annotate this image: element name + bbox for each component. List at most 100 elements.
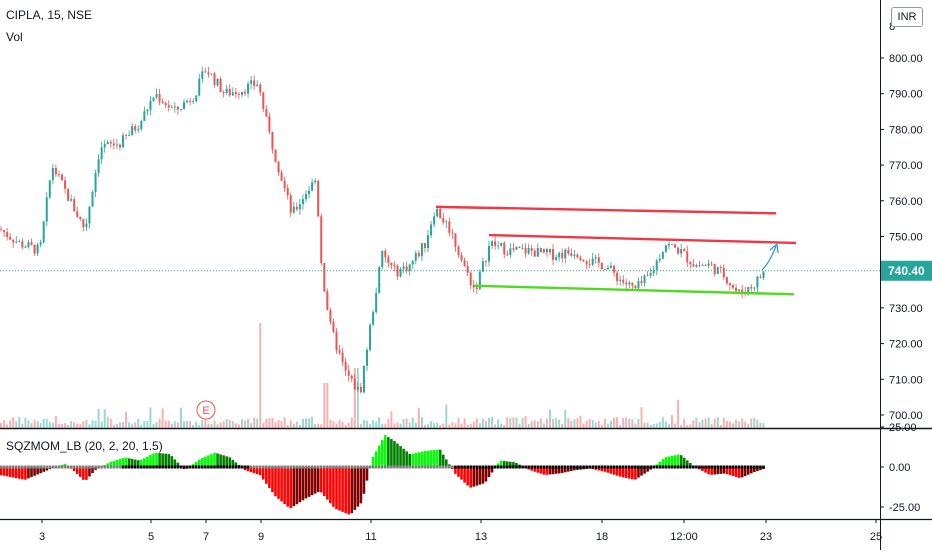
squeeze-dot bbox=[326, 465, 329, 469]
candle-body bbox=[366, 349, 368, 366]
momentum-bar bbox=[405, 451, 408, 467]
volume-bar bbox=[231, 421, 234, 428]
squeeze-dot bbox=[332, 465, 335, 469]
momentum-bar bbox=[734, 467, 738, 477]
squeeze-dot bbox=[506, 465, 509, 469]
volume-bar bbox=[497, 419, 500, 428]
price-tick-label: 700.00 bbox=[889, 410, 923, 422]
volume-bar bbox=[539, 418, 542, 428]
volume-bar bbox=[564, 409, 567, 428]
volume-bar bbox=[42, 418, 45, 428]
volume-bar bbox=[335, 423, 338, 428]
squeeze-dot bbox=[109, 465, 113, 469]
volume-bar bbox=[286, 424, 289, 428]
price-tick-label: 780.00 bbox=[889, 124, 923, 136]
volume-bar bbox=[0, 423, 2, 428]
candle-body bbox=[759, 276, 762, 278]
squeeze-dot bbox=[448, 465, 451, 469]
volume-bar bbox=[555, 417, 558, 428]
candle-body bbox=[600, 262, 603, 270]
candle-body bbox=[24, 247, 27, 249]
candle-body bbox=[106, 142, 109, 145]
volume-bar bbox=[475, 418, 478, 428]
momentum-bar bbox=[21, 467, 24, 480]
squeeze-dot bbox=[676, 465, 680, 469]
squeeze-dot bbox=[624, 465, 628, 469]
squeeze-dot bbox=[481, 465, 485, 469]
candle-body bbox=[289, 195, 292, 213]
time-tick-label: 5 bbox=[148, 531, 154, 543]
currency-badge[interactable]: INR bbox=[891, 7, 923, 27]
candle-body bbox=[216, 78, 219, 85]
price-tick-label: 800.00 bbox=[889, 53, 923, 65]
momentum-bar bbox=[271, 467, 274, 493]
volume-bar bbox=[356, 368, 359, 428]
squeeze-dot bbox=[466, 465, 469, 469]
candle-body bbox=[576, 254, 579, 258]
volume-bar bbox=[207, 423, 210, 428]
momentum-bar bbox=[713, 467, 716, 475]
candle-body bbox=[326, 291, 329, 310]
candle-body bbox=[472, 284, 475, 288]
squeeze-dot bbox=[371, 465, 375, 469]
candle-body bbox=[390, 262, 393, 266]
squeeze-dot bbox=[689, 465, 692, 469]
candle-body bbox=[320, 216, 323, 264]
squeeze-dot bbox=[728, 465, 732, 469]
candle-body bbox=[603, 269, 606, 270]
volume-bar bbox=[85, 419, 88, 428]
momentum-bar bbox=[445, 459, 448, 467]
time-tick-label: 3 bbox=[39, 531, 45, 543]
momentum-bar bbox=[426, 450, 430, 467]
volume-bar bbox=[625, 417, 628, 428]
squeeze-dot bbox=[286, 465, 289, 469]
candle-body bbox=[256, 84, 259, 86]
volume-bar bbox=[222, 421, 225, 428]
volume-bar bbox=[262, 423, 265, 428]
earnings-marker bbox=[196, 400, 216, 420]
squeeze-dot bbox=[606, 465, 610, 469]
volume-bar bbox=[692, 420, 695, 428]
candle-body bbox=[198, 78, 201, 96]
squeeze-dot bbox=[496, 465, 500, 469]
volume-bar bbox=[186, 420, 189, 428]
candle-body bbox=[622, 279, 625, 283]
squeeze-dot bbox=[734, 465, 738, 469]
volume-bar bbox=[442, 423, 445, 428]
squeeze-dot bbox=[36, 465, 39, 469]
squeeze-dot bbox=[280, 465, 283, 469]
time-tick-label: 13 bbox=[475, 531, 487, 543]
volume-bar bbox=[658, 421, 661, 428]
volume-bar bbox=[741, 418, 744, 428]
candle-body bbox=[652, 270, 655, 274]
squeeze-dot bbox=[268, 465, 271, 469]
candle-body bbox=[45, 197, 48, 222]
candle-body bbox=[27, 242, 30, 248]
candle-body bbox=[173, 106, 176, 108]
candle-body bbox=[478, 271, 481, 290]
candle-body bbox=[341, 352, 344, 362]
squeeze-dot bbox=[179, 465, 183, 469]
momentum-bar bbox=[124, 457, 128, 467]
price-tick-label-partial: 8 bbox=[889, 21, 895, 33]
momentum-bar bbox=[374, 451, 378, 467]
squeeze-dot bbox=[30, 465, 33, 469]
candle-body bbox=[332, 321, 335, 332]
squeeze-dot bbox=[570, 465, 573, 469]
volume-bar bbox=[106, 417, 109, 428]
candle-body bbox=[719, 267, 722, 268]
squeeze-dot bbox=[655, 465, 659, 469]
volume-bar bbox=[500, 423, 503, 428]
volume-bar bbox=[634, 424, 637, 428]
candle-body bbox=[725, 277, 728, 284]
volume-bar bbox=[674, 423, 677, 428]
volume-bar bbox=[15, 421, 18, 428]
candle-body bbox=[240, 91, 243, 95]
candle-body bbox=[161, 101, 164, 104]
volume-bar bbox=[152, 423, 155, 428]
volume-bar bbox=[664, 421, 667, 428]
squeeze-dot bbox=[603, 465, 607, 469]
squeeze-dot bbox=[649, 465, 652, 469]
